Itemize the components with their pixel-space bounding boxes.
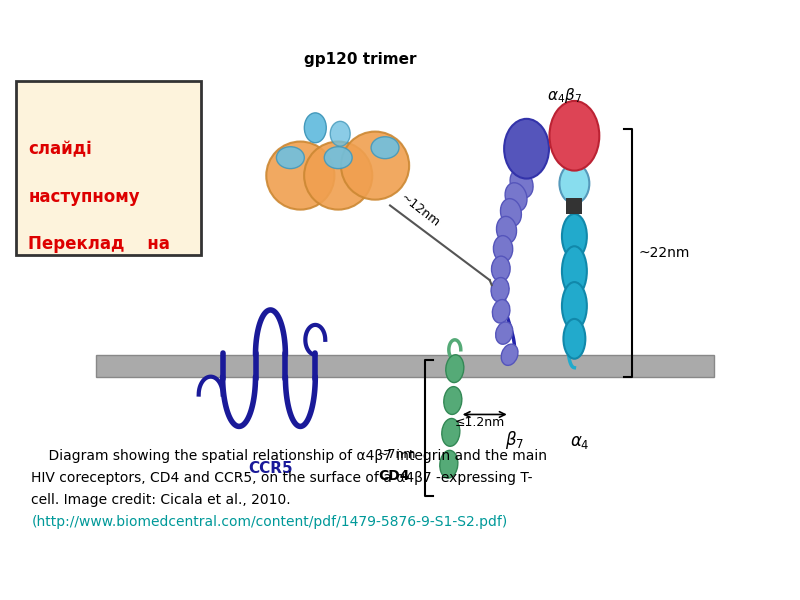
Text: ~22nm: ~22nm xyxy=(638,246,690,260)
Bar xyxy=(96,355,714,377)
Ellipse shape xyxy=(497,217,517,244)
Text: cell. Image credit: Cicala et al., 2010.: cell. Image credit: Cicala et al., 2010. xyxy=(31,493,291,507)
Ellipse shape xyxy=(491,256,510,281)
Text: ~7nm: ~7nm xyxy=(378,448,417,461)
Bar xyxy=(566,199,582,214)
Text: (http://www.biomedcentral.com/content/pdf/1479-5876-9-S1-S2.pdf): (http://www.biomedcentral.com/content/pd… xyxy=(31,515,507,529)
Ellipse shape xyxy=(277,147,304,169)
Text: слайді: слайді xyxy=(28,140,92,158)
Ellipse shape xyxy=(562,214,587,259)
Ellipse shape xyxy=(562,246,587,296)
Ellipse shape xyxy=(266,142,334,209)
Ellipse shape xyxy=(444,386,462,415)
Ellipse shape xyxy=(559,164,590,203)
Text: CCR5: CCR5 xyxy=(248,461,293,476)
Ellipse shape xyxy=(440,451,458,478)
Ellipse shape xyxy=(324,147,352,169)
Text: ≤1.2nm: ≤1.2nm xyxy=(454,416,505,430)
Ellipse shape xyxy=(442,418,460,446)
Text: $\alpha_4$: $\alpha_4$ xyxy=(570,433,589,451)
Text: $\beta_7$: $\beta_7$ xyxy=(505,429,524,451)
Ellipse shape xyxy=(494,236,513,262)
Ellipse shape xyxy=(505,183,527,211)
Text: Переклад    на: Переклад на xyxy=(28,235,170,253)
Ellipse shape xyxy=(501,199,522,226)
Text: gp120 trimer: gp120 trimer xyxy=(304,52,416,67)
Ellipse shape xyxy=(563,319,586,359)
Text: Diagram showing the spatial relationship of α4β7 integrin and the main: Diagram showing the spatial relationship… xyxy=(31,449,547,463)
Text: наступному: наступному xyxy=(28,188,140,206)
Ellipse shape xyxy=(550,101,599,170)
Ellipse shape xyxy=(304,142,372,209)
Ellipse shape xyxy=(504,119,549,179)
Ellipse shape xyxy=(330,121,350,146)
Ellipse shape xyxy=(371,137,399,158)
Ellipse shape xyxy=(491,278,509,302)
Ellipse shape xyxy=(304,113,326,143)
Ellipse shape xyxy=(502,344,518,365)
Ellipse shape xyxy=(341,131,409,200)
Ellipse shape xyxy=(510,169,533,198)
Ellipse shape xyxy=(562,282,587,330)
FancyBboxPatch shape xyxy=(16,81,201,255)
Ellipse shape xyxy=(446,355,464,383)
Ellipse shape xyxy=(496,322,513,344)
Ellipse shape xyxy=(492,299,510,323)
Text: CD4: CD4 xyxy=(378,469,410,483)
Text: HIV coreceptors, CD4 and CCR5, on the surface of a α4β7 -expressing T-: HIV coreceptors, CD4 and CCR5, on the su… xyxy=(31,471,533,485)
Text: ~12nm: ~12nm xyxy=(398,191,442,230)
Text: $\alpha_4\beta_7$: $\alpha_4\beta_7$ xyxy=(547,86,582,106)
